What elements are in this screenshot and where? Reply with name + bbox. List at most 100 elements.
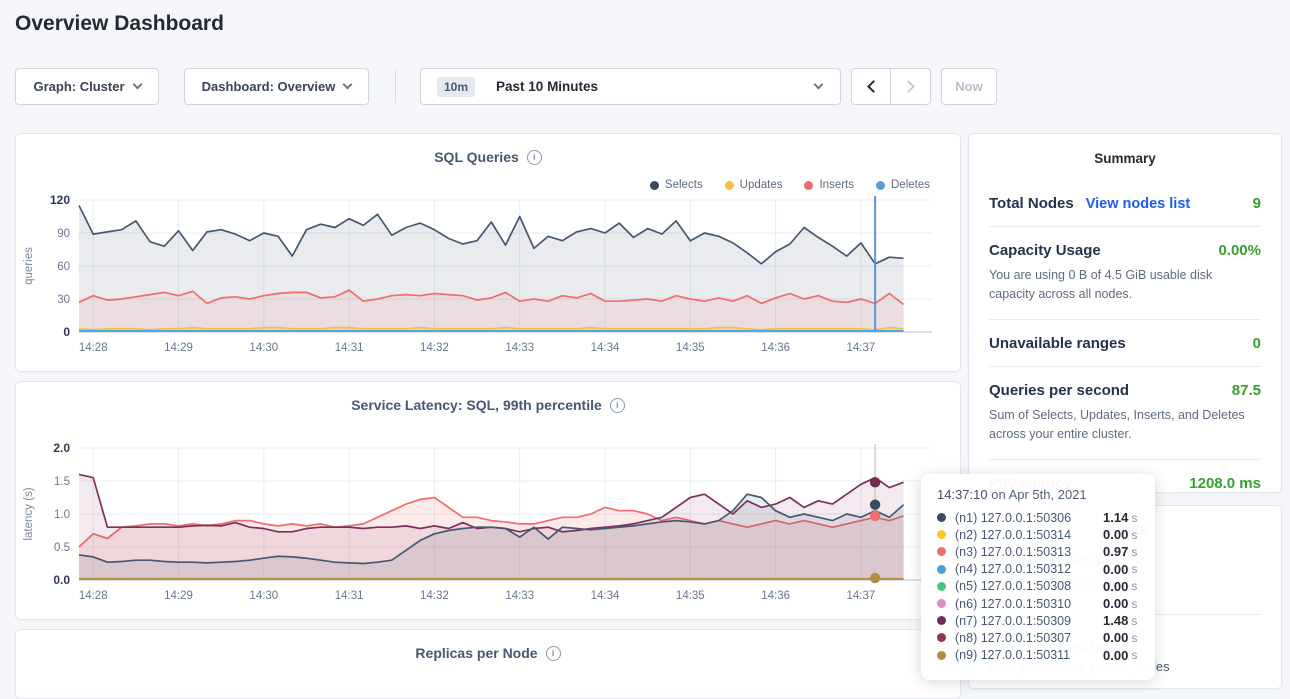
latency-value: 0.00 bbox=[1103, 578, 1129, 594]
tooltip-row: (n6) 127.0.0.1:50310 0.00 s bbox=[937, 595, 1141, 612]
time-prev-button[interactable] bbox=[851, 68, 891, 105]
svg-text:14:35: 14:35 bbox=[676, 590, 705, 602]
service-latency-panel: Service Latency: SQL, 99th percentile i … bbox=[15, 381, 961, 620]
latency-unit: s bbox=[1131, 648, 1138, 663]
node-address: (n5) 127.0.0.1:50308 bbox=[955, 579, 1072, 594]
chevron-down-icon bbox=[813, 79, 824, 90]
legend-item-deletes[interactable]: Deletes bbox=[876, 179, 930, 191]
tooltip-time: 14:37:10 bbox=[937, 487, 988, 502]
node-address: (n4) 127.0.0.1:50312 bbox=[955, 562, 1072, 577]
legend-label: Selects bbox=[664, 179, 703, 191]
legend-item-inserts[interactable]: Inserts bbox=[804, 179, 854, 191]
series-dot bbox=[937, 616, 946, 626]
series-dot bbox=[937, 633, 946, 643]
page-title: Overview Dashboard bbox=[15, 12, 224, 35]
svg-text:14:33: 14:33 bbox=[505, 342, 534, 354]
info-icon[interactable]: i bbox=[545, 645, 561, 661]
now-button[interactable]: Now bbox=[941, 68, 997, 105]
svg-text:0.5: 0.5 bbox=[54, 542, 70, 554]
summary-title: Summary bbox=[1094, 151, 1156, 166]
svg-text:14:30: 14:30 bbox=[249, 342, 278, 354]
latency-value: 0.00 bbox=[1103, 527, 1129, 543]
svg-text:14:37: 14:37 bbox=[847, 342, 876, 354]
latency-value: 0.00 bbox=[1103, 647, 1129, 663]
tooltip-row: (n5) 127.0.0.1:50308 0.00 s bbox=[937, 578, 1141, 595]
legend-item-updates[interactable]: Updates bbox=[724, 179, 783, 191]
info-icon[interactable]: i bbox=[526, 149, 542, 165]
service-latency-title: Service Latency: SQL, 99th percentile bbox=[351, 397, 602, 413]
unavailable-ranges-value: 0 bbox=[1252, 334, 1261, 352]
legend-dot bbox=[724, 180, 734, 190]
svg-text:30: 30 bbox=[57, 294, 70, 306]
svg-text:14:34: 14:34 bbox=[591, 342, 620, 354]
svg-text:14:35: 14:35 bbox=[676, 342, 705, 354]
service-latency-chart[interactable]: 0.0 0.5 1.0 1.5 2.0 14:28 14:29 14:30 14:31 14:32… bbox=[16, 441, 962, 613]
time-range-label: Past 10 Minutes bbox=[496, 79, 599, 94]
total-nodes-value: 9 bbox=[1252, 195, 1261, 212]
legend-label: Deletes bbox=[891, 179, 930, 191]
view-nodes-list-link[interactable]: View nodes list bbox=[1085, 196, 1191, 212]
legend-item-selects[interactable]: Selects bbox=[649, 179, 703, 191]
svg-text:14:36: 14:36 bbox=[761, 590, 790, 602]
svg-text:120: 120 bbox=[50, 194, 70, 207]
summary-row-total-nodes: Total Nodes View nodes list 9 bbox=[989, 180, 1261, 227]
tooltip-timestamp: 14:37:10 on Apr 5th, 2021 bbox=[937, 487, 1141, 502]
time-nav-group bbox=[851, 68, 931, 105]
summary-panel: Summary Total Nodes View nodes list 9 Ca… bbox=[968, 133, 1282, 493]
svg-text:14:28: 14:28 bbox=[79, 342, 108, 354]
tooltip-row: (n7) 127.0.0.1:50309 1.48 s bbox=[937, 612, 1141, 629]
svg-text:14:33: 14:33 bbox=[505, 590, 534, 602]
crosshair-dot bbox=[869, 510, 881, 522]
sql-queries-chart[interactable]: 0 30 60 90 120 14:28 14:29 14:30 14:31 14:32 14:33… bbox=[16, 193, 962, 365]
unavailable-ranges-label: Unavailable ranges bbox=[989, 334, 1126, 352]
capacity-usage-label: Capacity Usage bbox=[989, 242, 1101, 259]
info-icon[interactable]: i bbox=[609, 397, 625, 413]
controls-divider bbox=[395, 70, 396, 103]
sql-queries-panel: SQL Queries i Selects Updates Inserts Delet… bbox=[15, 133, 961, 372]
legend-dot bbox=[876, 180, 885, 190]
node-address: (n9) 127.0.0.1:50311 bbox=[955, 648, 1071, 663]
qps-subtext: Sum of Selects, Updates, Inserts, and De… bbox=[989, 407, 1245, 442]
node-address: (n2) 127.0.0.1:50314 bbox=[955, 527, 1072, 542]
svg-text:14:30: 14:30 bbox=[249, 590, 278, 602]
series-dot bbox=[937, 530, 946, 540]
chevron-left-icon bbox=[866, 80, 880, 93]
legend-label: Updates bbox=[739, 179, 783, 191]
time-range-dropdown[interactable]: 10m Past 10 Minutes bbox=[420, 68, 841, 105]
latency-value: 1.14 bbox=[1103, 510, 1129, 526]
svg-text:90: 90 bbox=[57, 228, 70, 240]
latency-unit: s bbox=[1131, 562, 1138, 577]
dashboard-dropdown[interactable]: Dashboard: Overview bbox=[184, 68, 369, 105]
series-dot bbox=[937, 581, 946, 591]
latency-unit: s bbox=[1131, 630, 1138, 645]
latency-unit: s bbox=[1131, 613, 1138, 628]
latency-value: 0.00 bbox=[1103, 561, 1129, 577]
svg-text:1.0: 1.0 bbox=[54, 509, 70, 521]
latency-value: 0.00 bbox=[1103, 596, 1129, 612]
svg-text:latency (s): latency (s) bbox=[23, 487, 35, 540]
latency-unit: s bbox=[1131, 510, 1138, 525]
latency-unit: s bbox=[1131, 596, 1138, 611]
chevron-down-icon bbox=[132, 79, 142, 90]
svg-text:14:36: 14:36 bbox=[761, 342, 790, 354]
graph-dropdown[interactable]: Graph: Cluster bbox=[15, 68, 159, 105]
svg-text:60: 60 bbox=[57, 261, 70, 273]
time-range-badge: 10m bbox=[437, 76, 476, 97]
dashboard-dropdown-label: Dashboard: Overview bbox=[201, 79, 336, 94]
now-button-label: Now bbox=[955, 79, 983, 94]
series-dot bbox=[937, 513, 946, 523]
graph-dropdown-label: Graph: Cluster bbox=[33, 79, 125, 94]
capacity-usage-value: 0.00% bbox=[1218, 242, 1261, 259]
svg-text:14:31: 14:31 bbox=[335, 590, 364, 602]
summary-row-unavailable-ranges: Unavailable ranges 0 bbox=[989, 320, 1261, 367]
svg-text:14:34: 14:34 bbox=[591, 590, 620, 602]
capacity-usage-subtext: You are using 0 B of 4.5 GiB usable disk… bbox=[989, 268, 1213, 302]
summary-row-capacity: Capacity Usage 0.00% You are using 0 B o… bbox=[989, 227, 1261, 320]
series-dot bbox=[937, 564, 946, 574]
latency-value: 1.48 bbox=[1103, 613, 1129, 629]
node-address: (n8) 127.0.0.1:50307 bbox=[955, 630, 1072, 645]
svg-text:14:29: 14:29 bbox=[164, 590, 193, 602]
qps-label: Queries per second bbox=[989, 381, 1130, 399]
p99-latency-value: 1208.0 ms bbox=[1189, 474, 1261, 492]
time-next-button[interactable] bbox=[891, 68, 931, 105]
